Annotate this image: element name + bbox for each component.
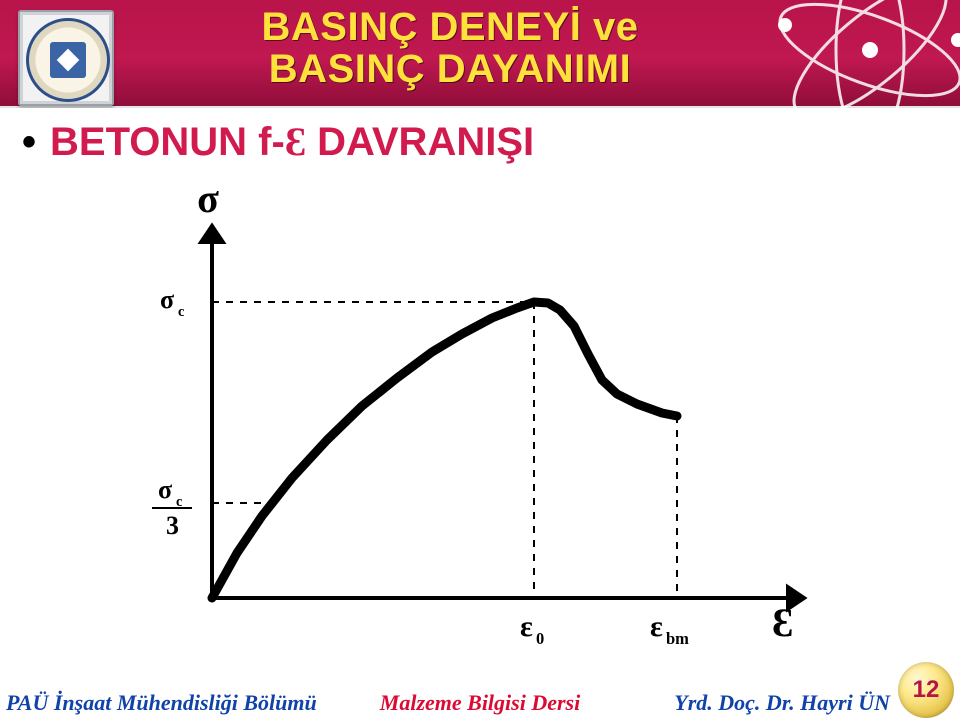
title: BASINÇ DENEYİ ve BASINÇ DAYANIMI: [120, 6, 780, 90]
page-number-badge: 12: [898, 662, 954, 718]
slide: BASINÇ DENEYİ ve BASINÇ DAYANIMI • BETONU…: [0, 0, 960, 720]
bullet-text-before: BETONUN f-: [50, 120, 285, 164]
svg-text:ε: ε: [650, 610, 663, 643]
title-line-2: BASINÇ DAYANIMI: [120, 48, 780, 90]
bullet-dot-icon: •: [22, 120, 36, 164]
svg-text:c: c: [178, 304, 184, 320]
stress-strain-chart: σƐσcσc3ε0εbm: [62, 188, 882, 668]
svg-text:Ɛ: Ɛ: [772, 600, 793, 645]
footer: PAÜ İnşaat Mühendisliği Bölümü Malzeme B…: [0, 680, 960, 720]
body: •BETONUN f-Ɛ DAVRANIŞI σƐσcσc3ε0εbm: [0, 108, 960, 680]
bullet-heading: • BETONUN f-Ɛ DAVRANIŞI: [22, 118, 534, 165]
footer-center: Malzeme Bilgisi Dersi: [380, 690, 580, 716]
bullet-text-after: DAVRANIŞI: [306, 120, 534, 164]
svg-text:0: 0: [536, 629, 544, 648]
svg-text:σ: σ: [197, 188, 219, 221]
epsilon-symbol: Ɛ: [285, 119, 306, 164]
svg-text:σ: σ: [160, 285, 174, 314]
logo-ring-icon: [26, 18, 110, 102]
footer-left: PAÜ İnşaat Mühendisliği Bölümü: [6, 690, 317, 716]
svg-text:3: 3: [166, 511, 179, 540]
footer-right: Yrd. Doç. Dr. Hayri ÜN: [674, 690, 890, 716]
page-number: 12: [913, 676, 940, 704]
svg-text:σ: σ: [158, 475, 172, 504]
svg-text:bm: bm: [666, 629, 689, 648]
svg-text:ε: ε: [520, 610, 533, 643]
university-logo: [18, 10, 114, 106]
title-line-1: BASINÇ DENEYİ ve: [120, 6, 780, 48]
